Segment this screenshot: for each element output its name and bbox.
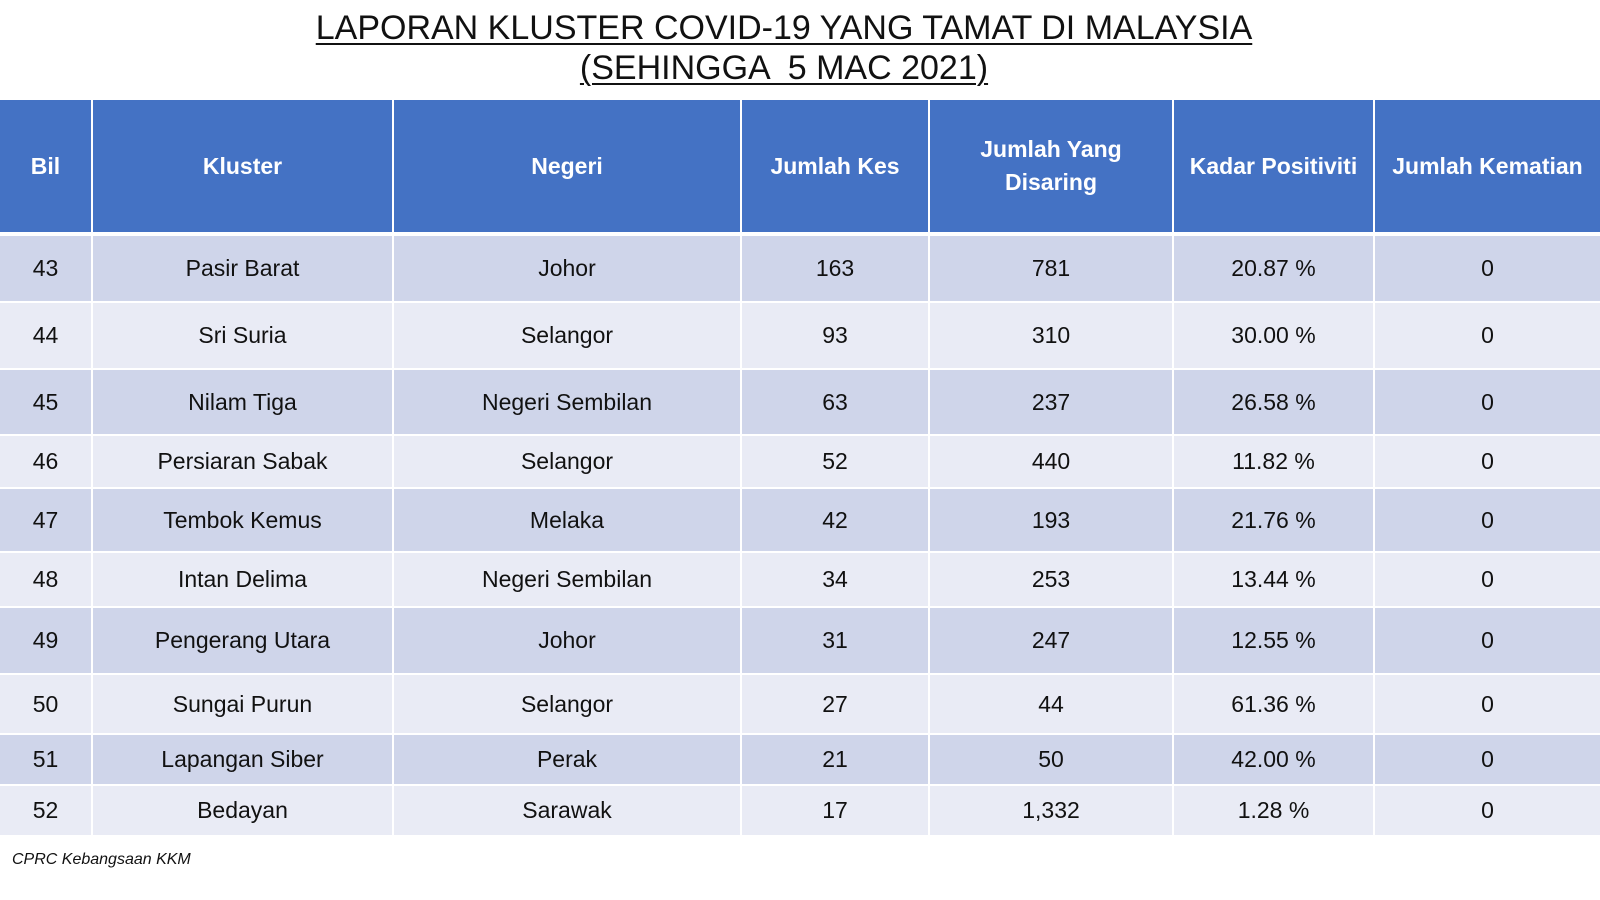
cell-jumlah-kes: 31 (742, 608, 930, 675)
cell-jumlah-disaring: 1,332 (930, 786, 1174, 837)
cell-negeri: Negeri Sembilan (394, 370, 742, 436)
cell-jumlah-disaring: 50 (930, 735, 1174, 786)
cell-bil: 51 (0, 735, 93, 786)
title-line-2: (SEHINGGA 5 MAC 2021) (579, 49, 989, 87)
cell-jumlah-disaring: 310 (930, 303, 1174, 370)
cell-jumlah-disaring: 253 (930, 553, 1174, 608)
column-header-jumlah-kematian: Jumlah Kematian (1375, 100, 1600, 236)
table-row: 51 Lapangan Siber Perak 21 50 42.00 % 0 (0, 735, 1600, 786)
table-row: 50 Sungai Purun Selangor 27 44 61.36 % 0 (0, 675, 1600, 735)
cell-jumlah-kes: 93 (742, 303, 930, 370)
cell-kluster: Pasir Barat (93, 236, 394, 303)
column-header-jumlah-disaring: Jumlah Yang Disaring (930, 100, 1174, 236)
cell-jumlah-kematian: 0 (1375, 370, 1600, 436)
cell-negeri: Melaka (394, 489, 742, 553)
cell-jumlah-disaring: 237 (930, 370, 1174, 436)
cell-kadar-positiviti: 20.87 % (1174, 236, 1375, 303)
cell-jumlah-disaring: 44 (930, 675, 1174, 735)
table-row: 45 Nilam Tiga Negeri Sembilan 63 237 26.58 % 0 (0, 370, 1600, 436)
column-header-bil: Bil (0, 100, 93, 236)
cluster-table: Bil Kluster Negeri Jumlah Kes Jumlah Yan… (0, 100, 1600, 837)
title-line-1: LAPORAN KLUSTER COVID-19 YANG TAMAT DI M… (315, 9, 1253, 47)
cell-kluster: Tembok Kemus (93, 489, 394, 553)
cell-jumlah-kematian: 0 (1375, 786, 1600, 837)
cell-jumlah-disaring: 440 (930, 436, 1174, 489)
cell-jumlah-kematian: 0 (1375, 489, 1600, 553)
cell-kadar-positiviti: 30.00 % (1174, 303, 1375, 370)
cell-kluster: Sri Suria (93, 303, 394, 370)
cell-negeri: Johor (394, 608, 742, 675)
cell-negeri: Negeri Sembilan (394, 553, 742, 608)
cell-jumlah-kematian: 0 (1375, 236, 1600, 303)
cell-kadar-positiviti: 61.36 % (1174, 675, 1375, 735)
table-row: 46 Persiaran Sabak Selangor 52 440 11.82 % 0 (0, 436, 1600, 489)
page-title: LAPORAN KLUSTER COVID-19 YANG TAMAT DI M… (0, 8, 1568, 88)
table-row: 47 Tembok Kemus Melaka 42 193 21.76 % 0 (0, 489, 1600, 553)
cell-kadar-positiviti: 26.58 % (1174, 370, 1375, 436)
cell-kadar-positiviti: 21.76 % (1174, 489, 1375, 553)
table-header-row: Bil Kluster Negeri Jumlah Kes Jumlah Yan… (0, 100, 1600, 236)
column-header-negeri: Negeri (394, 100, 742, 236)
cell-kluster: Intan Delima (93, 553, 394, 608)
cell-negeri: Perak (394, 735, 742, 786)
cell-negeri: Selangor (394, 675, 742, 735)
cell-negeri: Selangor (394, 303, 742, 370)
cell-jumlah-kematian: 0 (1375, 608, 1600, 675)
cell-jumlah-kes: 17 (742, 786, 930, 837)
cell-kluster: Lapangan Siber (93, 735, 394, 786)
cell-kadar-positiviti: 13.44 % (1174, 553, 1375, 608)
cell-kadar-positiviti: 11.82 % (1174, 436, 1375, 489)
cell-bil: 48 (0, 553, 93, 608)
cell-kadar-positiviti: 12.55 % (1174, 608, 1375, 675)
cell-kluster: Pengerang Utara (93, 608, 394, 675)
table-row: 52 Bedayan Sarawak 17 1,332 1.28 % 0 (0, 786, 1600, 837)
table-row: 48 Intan Delima Negeri Sembilan 34 253 13.44 … (0, 553, 1600, 608)
table-row: 43 Pasir Barat Johor 163 781 20.87 % 0 (0, 236, 1600, 303)
cell-kluster: Nilam Tiga (93, 370, 394, 436)
cell-bil: 50 (0, 675, 93, 735)
cell-jumlah-kes: 52 (742, 436, 930, 489)
column-header-kadar-positiviti: Kadar Positiviti (1174, 100, 1375, 236)
cell-kluster: Sungai Purun (93, 675, 394, 735)
cell-kadar-positiviti: 42.00 % (1174, 735, 1375, 786)
cell-jumlah-kematian: 0 (1375, 675, 1600, 735)
table-row: 44 Sri Suria Selangor 93 310 30.00 % 0 (0, 303, 1600, 370)
cell-kluster: Bedayan (93, 786, 394, 837)
cell-jumlah-disaring: 781 (930, 236, 1174, 303)
cell-jumlah-disaring: 247 (930, 608, 1174, 675)
cell-negeri: Selangor (394, 436, 742, 489)
cell-negeri: Sarawak (394, 786, 742, 837)
cell-jumlah-kematian: 0 (1375, 553, 1600, 608)
cell-jumlah-kes: 163 (742, 236, 930, 303)
cell-jumlah-kes: 63 (742, 370, 930, 436)
cell-jumlah-kematian: 0 (1375, 303, 1600, 370)
cell-kluster: Persiaran Sabak (93, 436, 394, 489)
cell-jumlah-kes: 42 (742, 489, 930, 553)
table-row: 49 Pengerang Utara Johor 31 247 12.55 % 0 (0, 608, 1600, 675)
cell-jumlah-disaring: 193 (930, 489, 1174, 553)
column-header-jumlah-kes: Jumlah Kes (742, 100, 930, 236)
cell-bil: 47 (0, 489, 93, 553)
source-footer: CPRC Kebangsaan KKM (12, 851, 191, 868)
cell-bil: 52 (0, 786, 93, 837)
column-header-kluster: Kluster (93, 100, 394, 236)
cell-jumlah-kes: 21 (742, 735, 930, 786)
cell-jumlah-kes: 27 (742, 675, 930, 735)
cell-bil: 45 (0, 370, 93, 436)
cell-bil: 46 (0, 436, 93, 489)
cell-bil: 44 (0, 303, 93, 370)
cell-bil: 49 (0, 608, 93, 675)
cell-jumlah-kematian: 0 (1375, 735, 1600, 786)
cell-kadar-positiviti: 1.28 % (1174, 786, 1375, 837)
cell-jumlah-kematian: 0 (1375, 436, 1600, 489)
cell-jumlah-kes: 34 (742, 553, 930, 608)
cell-bil: 43 (0, 236, 93, 303)
cell-negeri: Johor (394, 236, 742, 303)
